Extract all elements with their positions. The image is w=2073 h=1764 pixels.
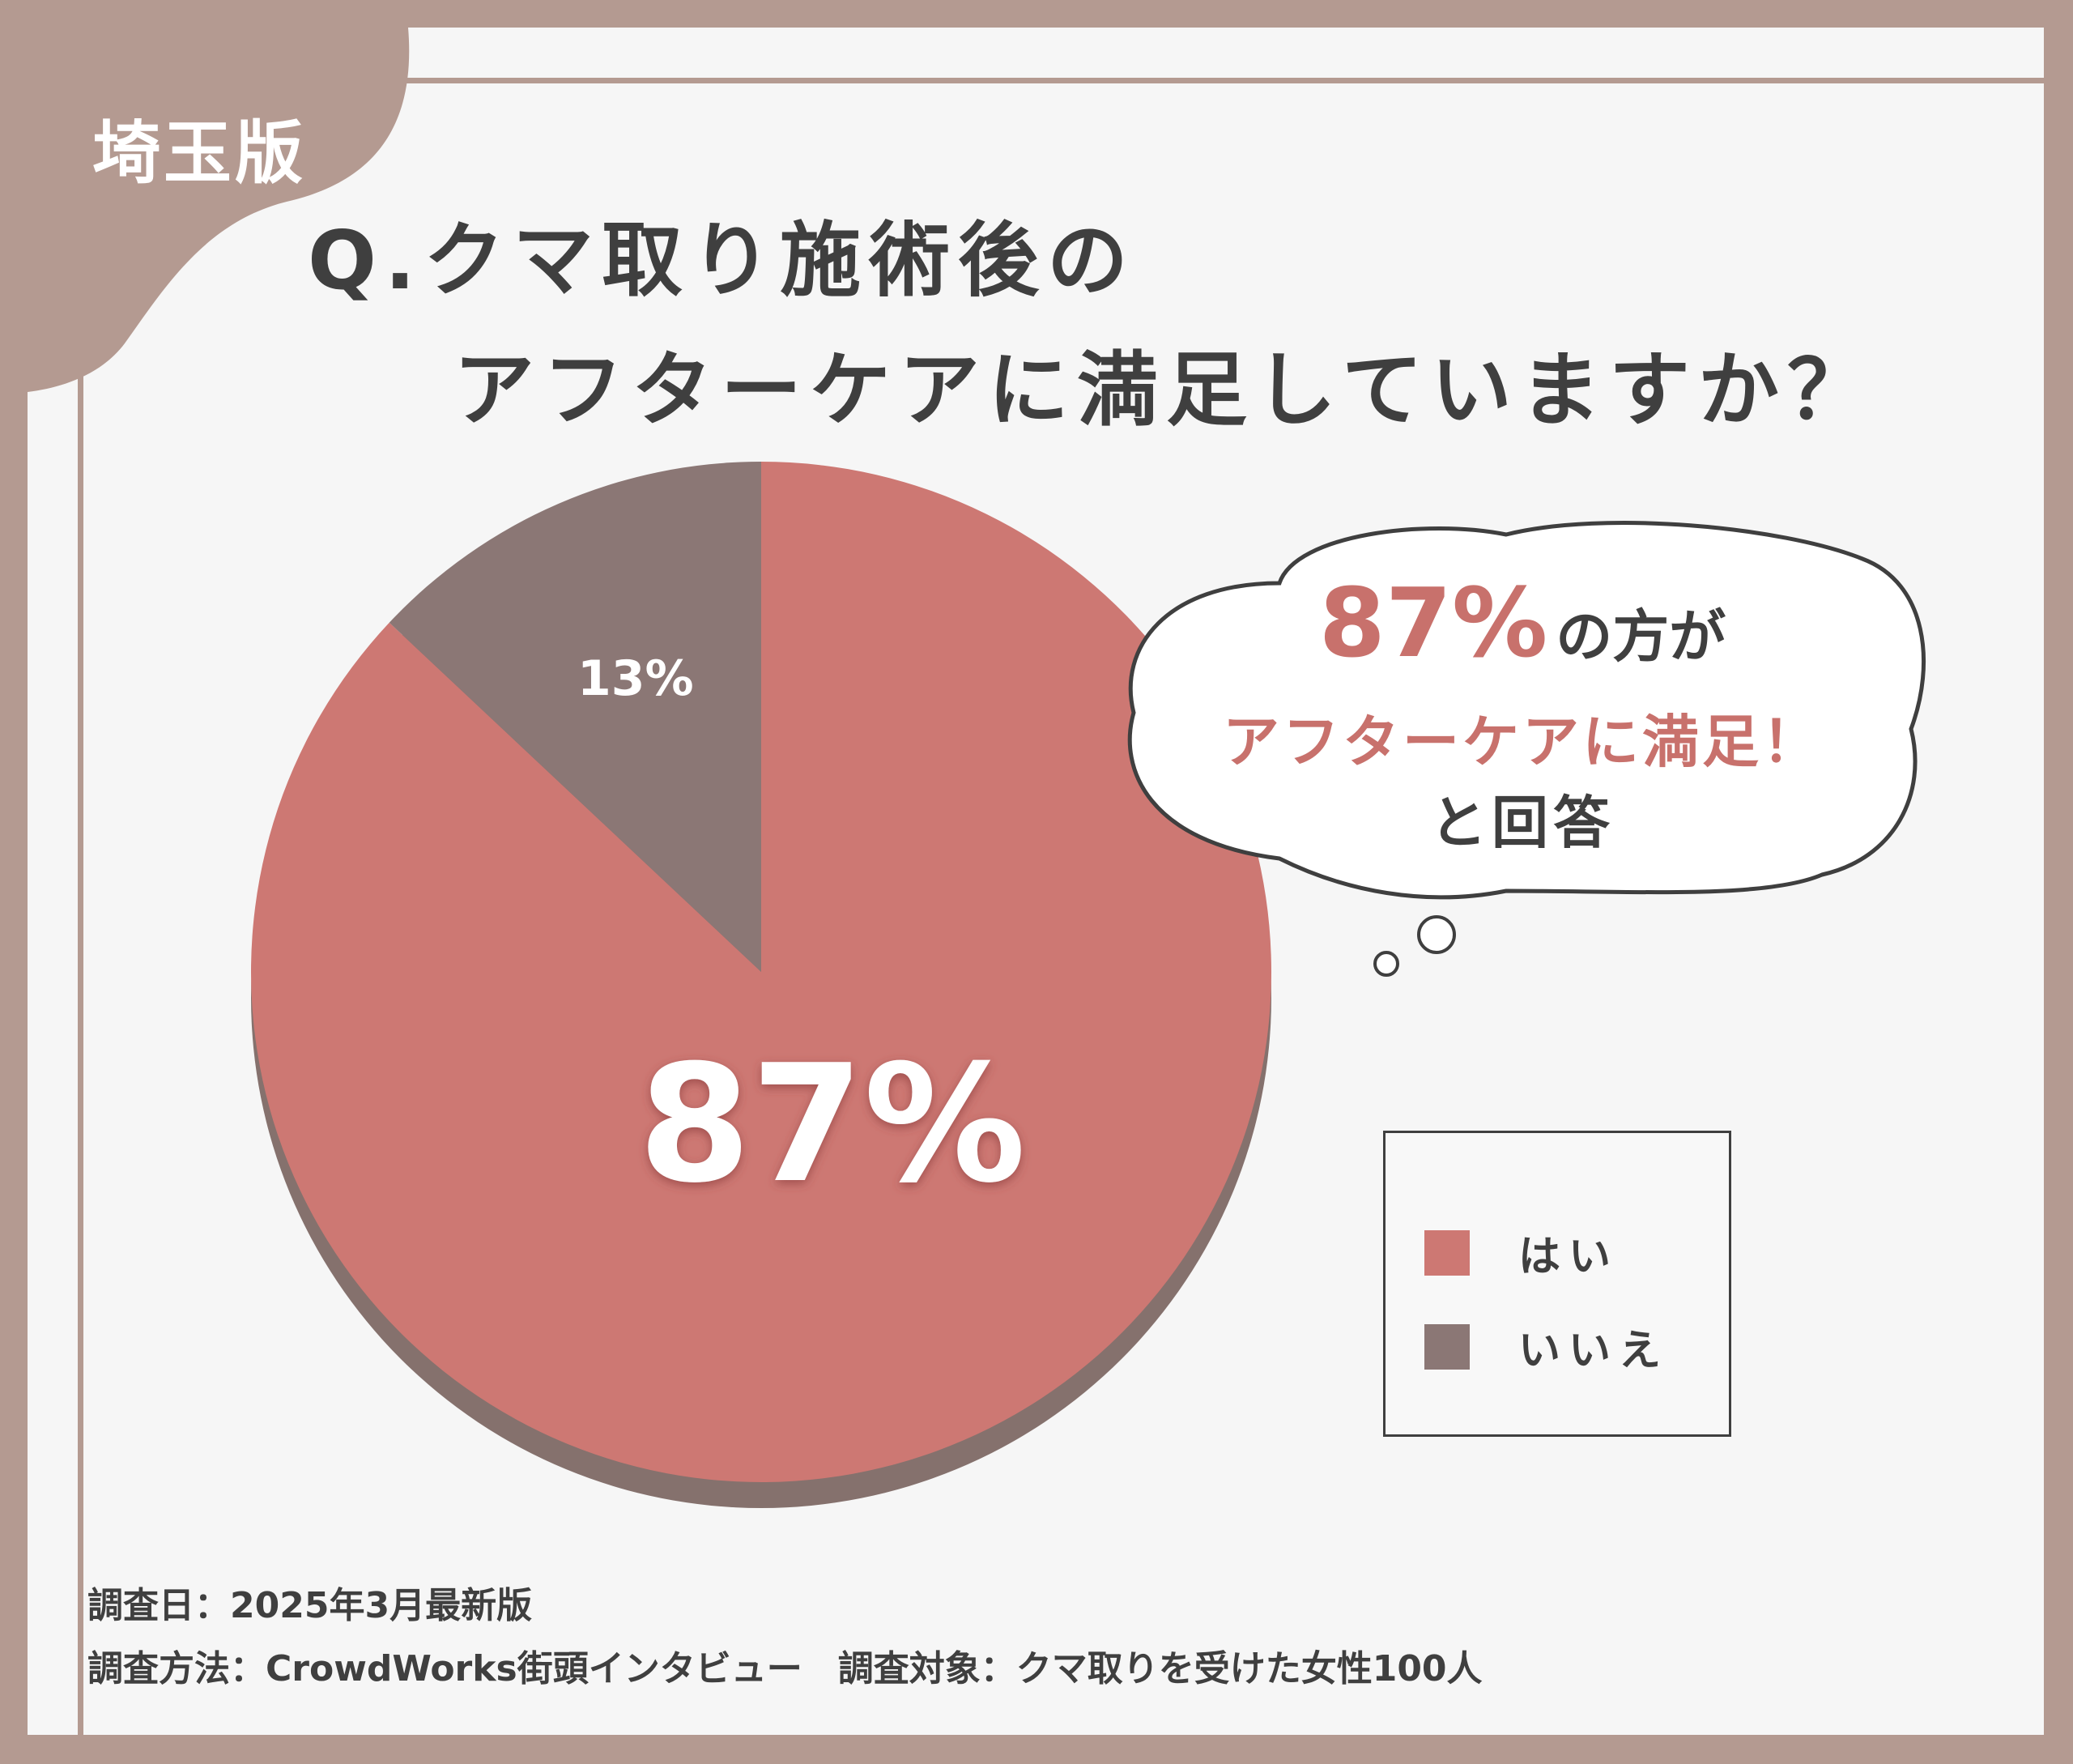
legend: はい いいえ	[1383, 1131, 1731, 1437]
page-title-line1: Q.クマ取り施術後の	[308, 213, 1136, 308]
legend-label-no: いいえ	[1518, 1327, 1670, 1375]
legend-item-no: いいえ	[1424, 1316, 1669, 1377]
pie-slice-no	[389, 462, 761, 972]
callout-suffix: の方が	[1556, 603, 1726, 670]
legend-swatch-yes	[1424, 1229, 1470, 1276]
legend-item-yes: はい	[1424, 1222, 1619, 1283]
callout-answer: と回答	[1430, 790, 1615, 856]
pie-label-no: 13%	[577, 650, 694, 707]
callout-headline: 87% の方が	[1117, 567, 1927, 679]
footer-survey-date: 調査日：2025年3月最新版	[87, 1585, 533, 1626]
region-tag: 埼玉版	[92, 113, 307, 193]
pie-slice-labels: 87% 13%	[577, 650, 1026, 1219]
pie-slice-yes	[251, 462, 1272, 1482]
legend-label-yes: はい	[1518, 1233, 1620, 1281]
pie-label-yes: 87%	[638, 1030, 1026, 1219]
legend-swatch-no	[1424, 1323, 1470, 1370]
pie-slices	[251, 462, 1272, 1482]
callout-message: アフターケアに満足！	[1223, 709, 1822, 775]
thought-bubble	[1127, 521, 1926, 977]
callout-value: 87%	[1318, 567, 1548, 679]
corner-tab	[28, 28, 410, 392]
page-title-line2: アフターケアに満足していますか？	[453, 343, 1876, 437]
footer-survey-method: 調査方法：CrowdWorks街頭インタビュー 調査対象：クマ取りを受けた女性1…	[87, 1648, 1483, 1689]
